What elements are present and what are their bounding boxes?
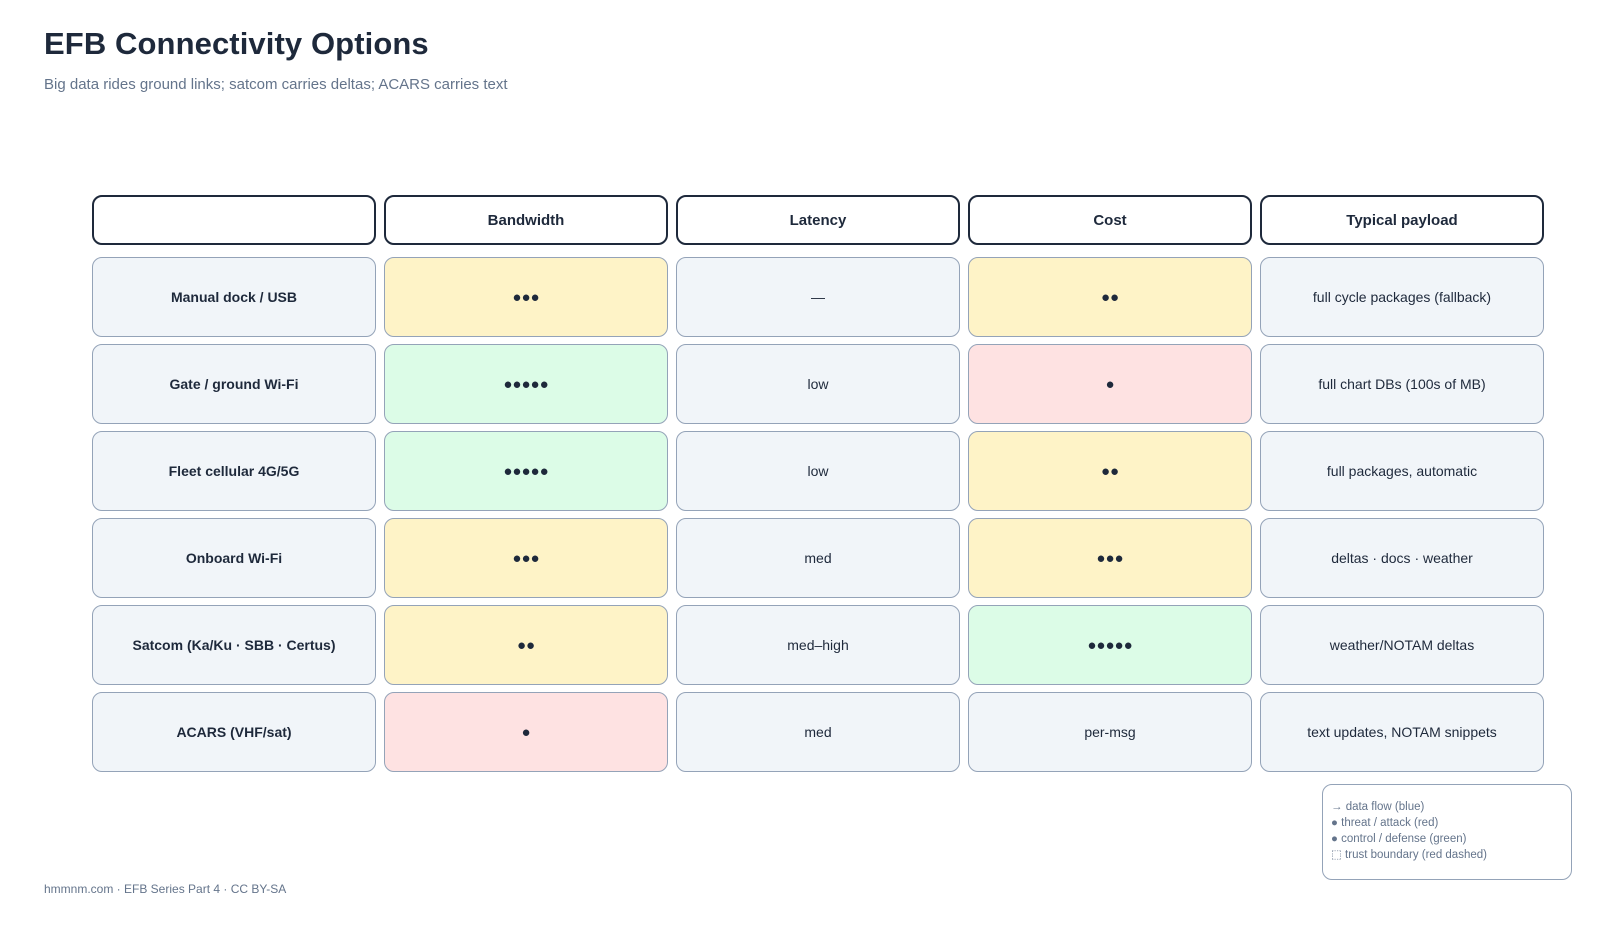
payload-cell: full cycle packages (fallback) [1260, 257, 1544, 337]
payload-cell: text updates, NOTAM snippets [1260, 692, 1544, 772]
latency-cell: med [676, 692, 960, 772]
latency-cell: low [676, 344, 960, 424]
bandwidth-cell: ●●● [384, 257, 668, 337]
legend-item-threat: ● threat / attack (red) [1331, 817, 1439, 829]
row-label: Satcom (Ka/Ku · SBB · Certus) [92, 605, 376, 685]
legend-item-control: ● control / defense (green) [1331, 833, 1467, 845]
column-header-cost: Cost [968, 195, 1252, 245]
payload-cell: deltas · docs · weather [1260, 518, 1544, 598]
bandwidth-cell: ● [384, 692, 668, 772]
bandwidth-cell: ●●●●● [384, 344, 668, 424]
footer-credit: hmmnm.com · EFB Series Part 4 · CC BY-SA [44, 882, 287, 896]
cost-cell: ●● [968, 257, 1252, 337]
column-header-blank [92, 195, 376, 245]
row-label: Gate / ground Wi-Fi [92, 344, 376, 424]
bandwidth-cell: ●●●●● [384, 431, 668, 511]
cost-cell: ●●● [968, 518, 1252, 598]
column-header-payload: Typical payload [1260, 195, 1544, 245]
bandwidth-cell: ●● [384, 605, 668, 685]
latency-cell: med [676, 518, 960, 598]
payload-cell: full packages, automatic [1260, 431, 1544, 511]
page-subtitle: Big data rides ground links; satcom carr… [44, 76, 508, 93]
row-label: Manual dock / USB [92, 257, 376, 337]
page-title: EFB Connectivity Options [44, 26, 429, 61]
bandwidth-cell: ●●● [384, 518, 668, 598]
cost-cell: ●●●●● [968, 605, 1252, 685]
row-label: Onboard Wi-Fi [92, 518, 376, 598]
cost-cell: ● [968, 344, 1252, 424]
row-label: ACARS (VHF/sat) [92, 692, 376, 772]
legend-box: → data flow (blue) ● threat / attack (re… [1322, 784, 1572, 880]
column-header-latency: Latency [676, 195, 960, 245]
column-header-bandwidth: Bandwidth [384, 195, 668, 245]
row-label: Fleet cellular 4G/5G [92, 431, 376, 511]
legend-item-trust-boundary: ⬚ trust boundary (red dashed) [1331, 849, 1487, 861]
latency-cell: med–high [676, 605, 960, 685]
latency-cell: — [676, 257, 960, 337]
cost-cell: per-msg [968, 692, 1252, 772]
payload-cell: full chart DBs (100s of MB) [1260, 344, 1544, 424]
connectivity-table: Bandwidth Latency Cost Typical payload M… [92, 195, 1544, 779]
latency-cell: low [676, 431, 960, 511]
cost-cell: ●● [968, 431, 1252, 511]
legend-item-data-flow: → data flow (blue) [1331, 801, 1425, 813]
payload-cell: weather/NOTAM deltas [1260, 605, 1544, 685]
